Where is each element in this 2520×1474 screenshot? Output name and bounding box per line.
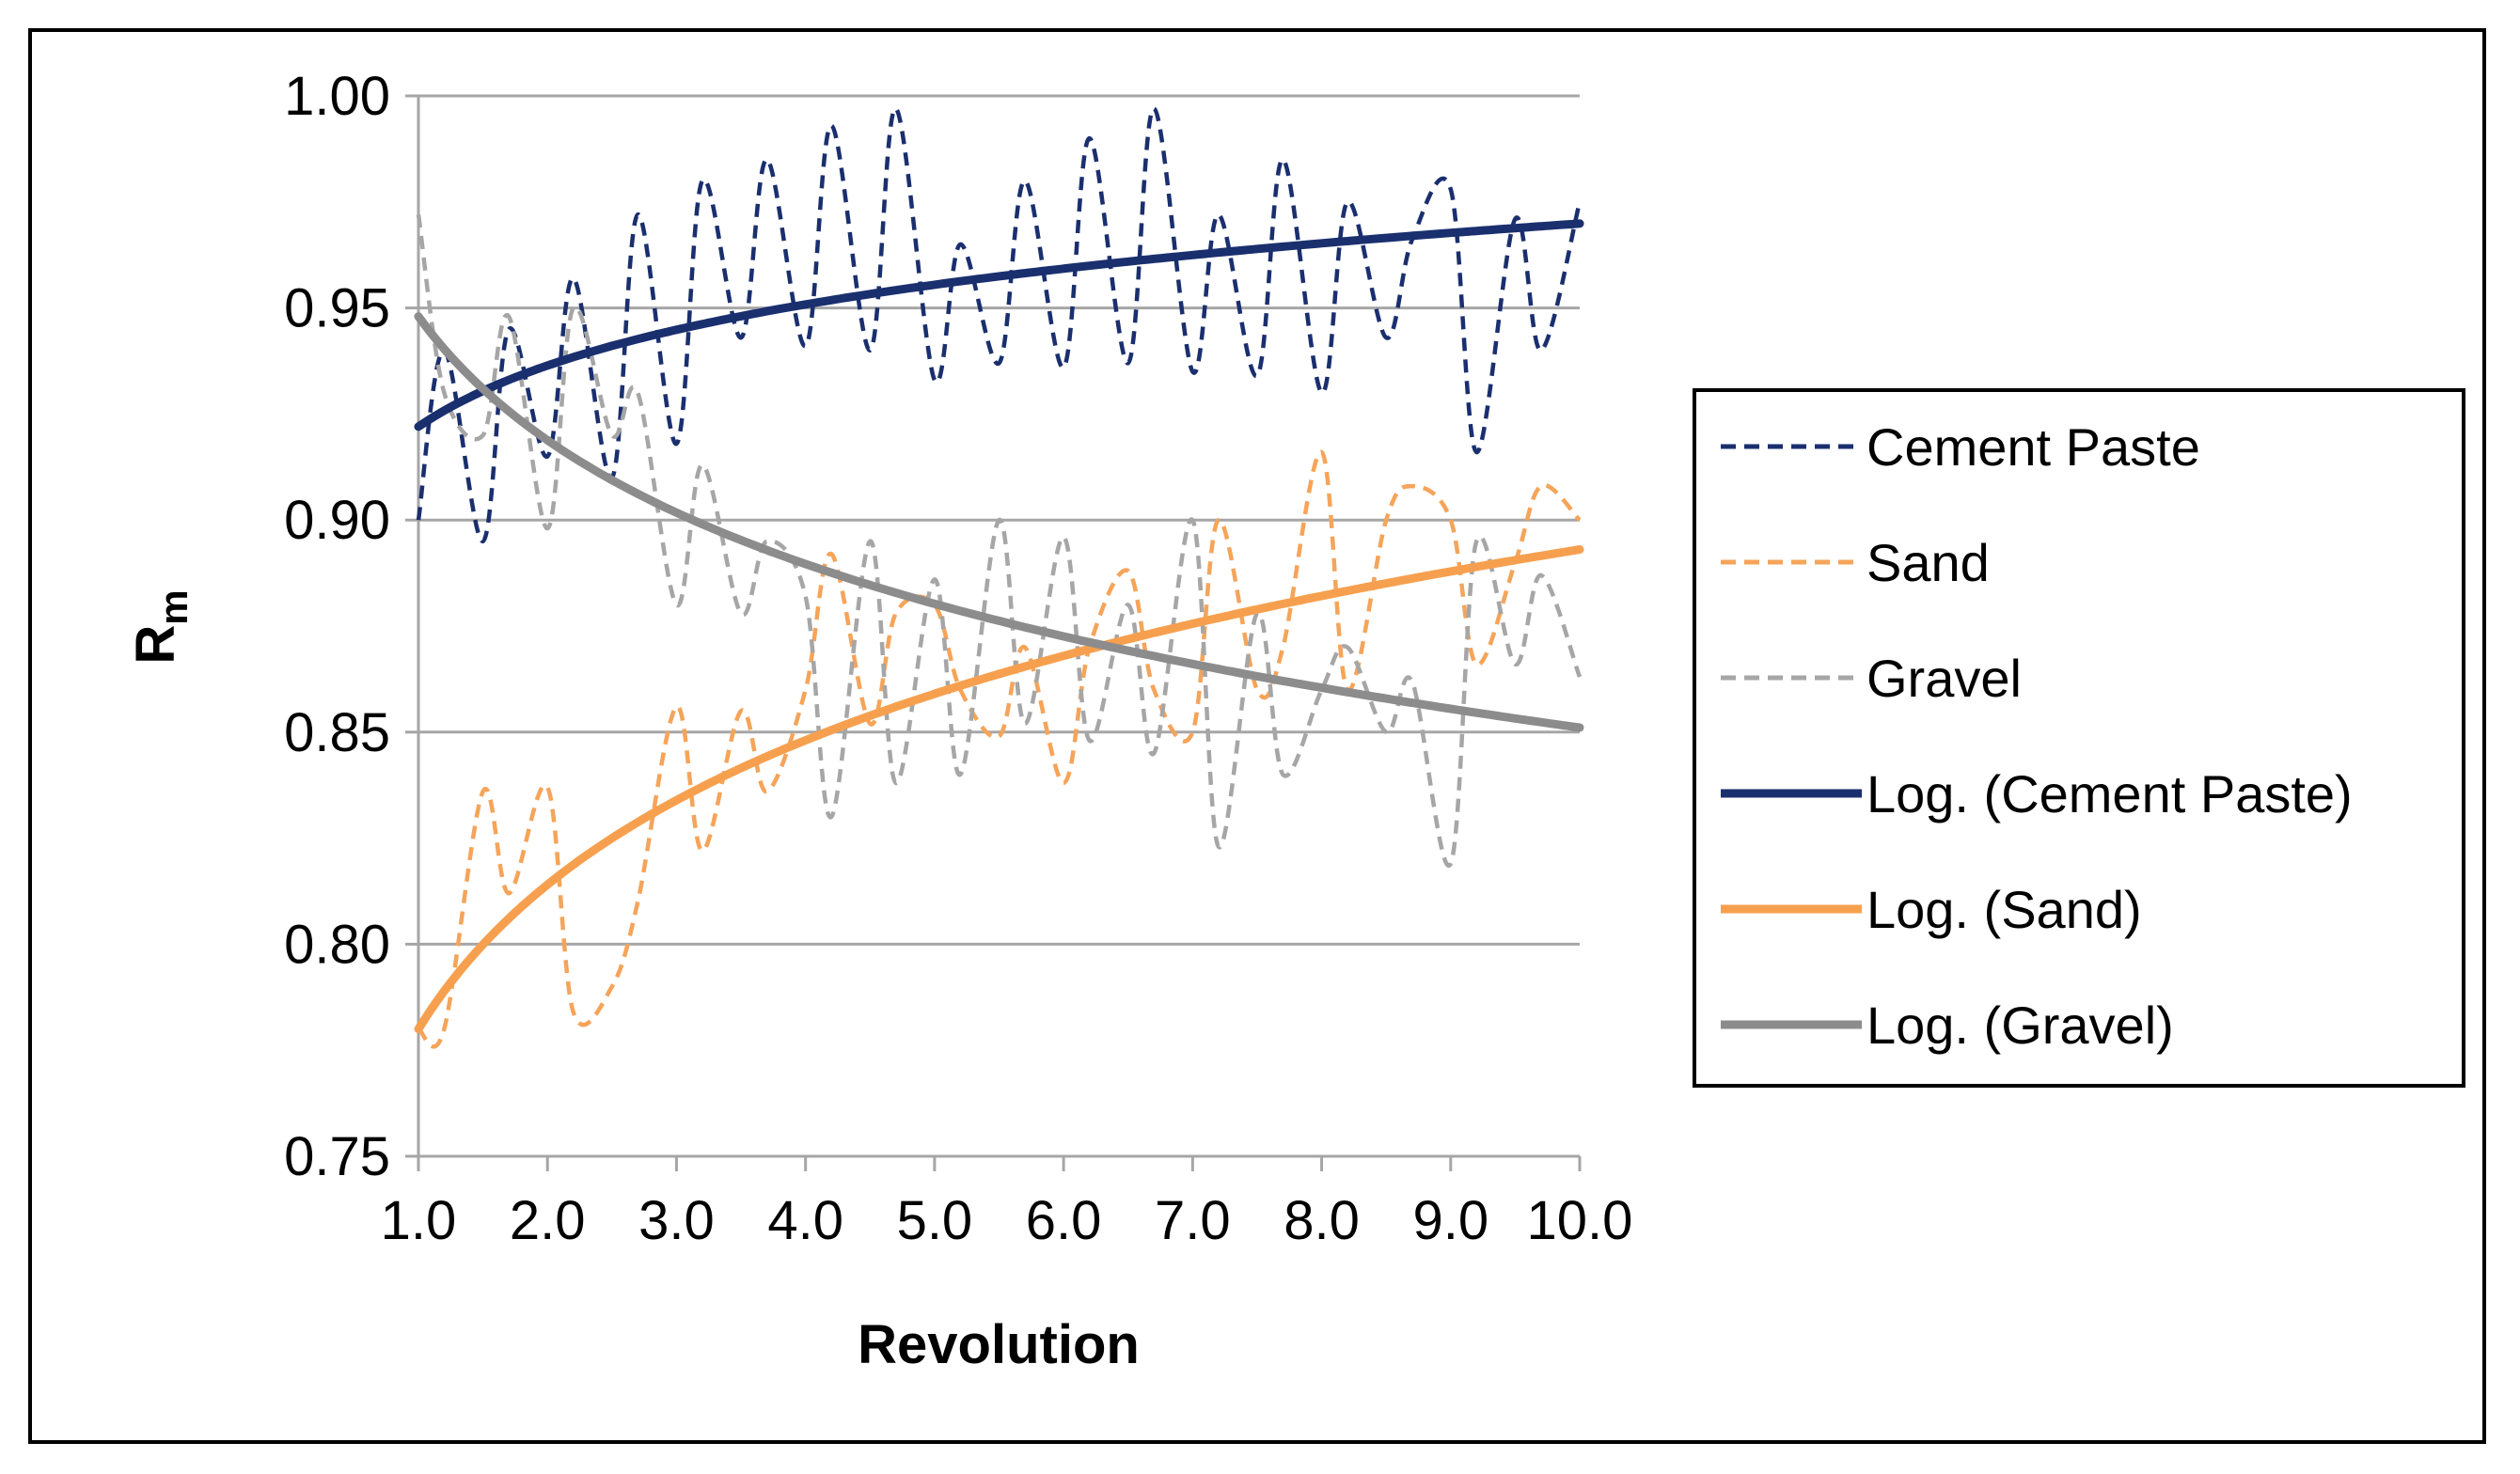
legend: Cement Paste Sand Gravel Log. (Cement Paste… <box>1693 388 2465 1088</box>
series-line-cement-paste <box>416 106 1583 544</box>
y-axis-label-subscript: m <box>151 589 196 624</box>
legend-label: Cement Paste <box>1866 417 2200 477</box>
axes <box>405 94 1582 1171</box>
x-tick-label: 2.0 <box>510 1190 586 1251</box>
y-axis-label-group: Rm <box>125 589 196 664</box>
y-tick-label: 0.85 <box>284 702 390 763</box>
legend-label: Sand <box>1866 533 1990 592</box>
x-tick-label: 4.0 <box>767 1190 843 1251</box>
series-line-sand <box>417 449 1582 1049</box>
y-tick-label: 0.90 <box>284 490 390 551</box>
x-tick-label: 9.0 <box>1412 1190 1488 1251</box>
x-axis-label: Revolution <box>858 1314 1140 1375</box>
x-tick-label: 5.0 <box>897 1190 973 1251</box>
trend-line-log-sand <box>414 545 1584 1034</box>
legend-box <box>1693 388 2465 1088</box>
y-axis-label: R <box>125 625 186 665</box>
y-tick-label: 0.75 <box>284 1126 390 1187</box>
series-group <box>414 106 1584 1049</box>
x-tick-label: 10.0 <box>1527 1190 1633 1251</box>
trend-line-log-gravel <box>414 312 1584 732</box>
svg-text:Rm: Rm <box>125 589 196 664</box>
legend-label: Gravel <box>1866 649 2022 708</box>
legend-label: Log. (Gravel) <box>1866 996 2174 1055</box>
x-tick-label: 6.0 <box>1026 1190 1102 1251</box>
y-tick-label: 0.80 <box>284 914 390 975</box>
tick-labels: 0.75 0.80 0.85 0.90 0.95 1.00 1.0 2.0 3.0 4.0 5.0 6… <box>284 66 1632 1251</box>
series-line-gravel <box>416 213 1583 869</box>
x-tick-label: 3.0 <box>638 1190 715 1251</box>
y-tick-label: 1.00 <box>284 66 390 127</box>
trend-line-log-cement-paste <box>414 219 1584 431</box>
x-tick-label: 8.0 <box>1284 1190 1360 1251</box>
legend-label: Log. (Sand) <box>1866 880 2142 939</box>
legend-label: Log. (Cement Paste) <box>1866 764 2353 823</box>
y-tick-label: 0.95 <box>284 278 390 339</box>
x-tick-label: 1.0 <box>381 1190 457 1251</box>
x-tick-label: 7.0 <box>1155 1190 1231 1251</box>
